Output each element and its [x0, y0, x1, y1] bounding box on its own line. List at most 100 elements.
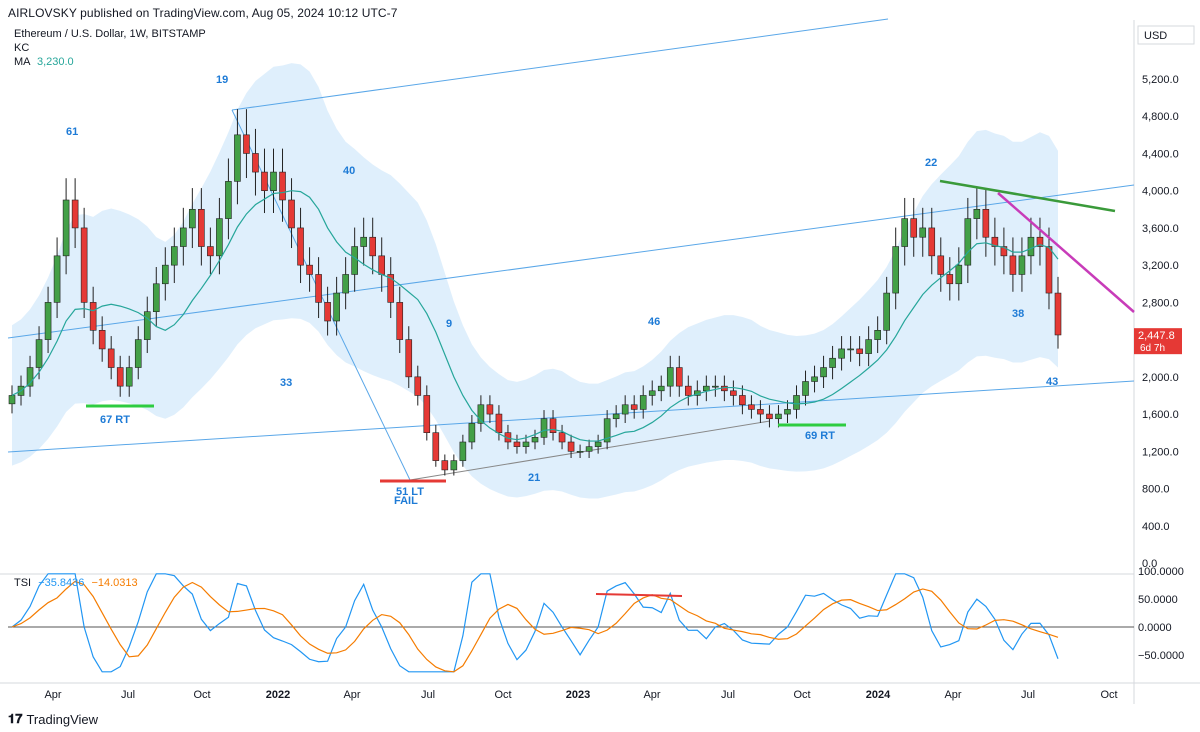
candle — [567, 434, 575, 459]
candle-body — [44, 302, 52, 340]
candle — [883, 276, 890, 345]
candle — [793, 385, 800, 419]
candle-body — [513, 441, 521, 447]
candle-body — [107, 348, 115, 368]
candle-body — [820, 367, 827, 378]
candle-body — [324, 302, 331, 322]
legend-tsi-value2: −14.0313 — [91, 577, 138, 589]
candle — [1000, 227, 1008, 275]
candle-body — [522, 441, 530, 447]
candle-body — [910, 218, 918, 238]
annotation-label: 9 — [446, 318, 452, 330]
tsi-signal-line — [11, 580, 1059, 673]
candle-body — [387, 274, 395, 303]
candle-body — [964, 218, 972, 266]
footer: 𝟏𝟕 TradingView — [8, 711, 98, 727]
candle — [468, 415, 476, 450]
tsi-tick-label: −50.0000 — [1138, 650, 1184, 662]
drawings — [86, 179, 1135, 483]
candlesticks — [8, 109, 1062, 476]
time-tick-label: 2023 — [566, 689, 590, 701]
candle-body — [766, 413, 773, 420]
candle-body — [955, 264, 963, 285]
time-tick-label: Oct — [793, 689, 810, 701]
candle — [811, 365, 818, 393]
candle-body — [252, 153, 259, 173]
candle — [748, 395, 755, 419]
annotation-label: FAIL — [394, 495, 418, 507]
candle — [684, 375, 692, 406]
channel-middle-line — [7, 184, 1135, 339]
currency-label: USD — [1144, 30, 1167, 42]
time-tick-label: Apr — [944, 689, 961, 701]
currency-box — [1137, 25, 1195, 45]
candle-body — [71, 199, 79, 229]
candle-body — [143, 311, 151, 340]
candle-body — [621, 404, 629, 415]
candle — [441, 454, 449, 476]
annotation-label: 69 RT — [805, 430, 835, 442]
candle-body — [198, 209, 205, 247]
candle-body — [576, 451, 584, 453]
annotation-label: 61 — [66, 126, 78, 138]
candle — [540, 410, 548, 445]
candle-body — [459, 441, 467, 461]
candle-body — [666, 367, 674, 387]
candle — [621, 395, 629, 424]
candle — [630, 395, 638, 419]
candle — [865, 326, 872, 367]
moving-average-line — [11, 190, 1059, 442]
price-tick-label: 3,200.0 — [1142, 260, 1179, 272]
candle-body — [243, 134, 250, 154]
candle — [648, 380, 656, 406]
candle-body — [838, 348, 845, 359]
candle-body — [675, 367, 683, 387]
tsi-tick-label: 100.0000 — [1138, 566, 1184, 578]
candle — [946, 257, 954, 301]
candle — [125, 355, 133, 397]
candle-body — [847, 348, 854, 351]
time-tick-label: Oct — [1100, 689, 1117, 701]
time-tick-label: Apr — [343, 689, 360, 701]
candle-body — [369, 236, 376, 257]
candle — [675, 355, 683, 397]
candle — [973, 188, 981, 240]
candle — [89, 286, 97, 345]
candle-body — [432, 432, 440, 461]
price-tick-label: 1,600.0 — [1142, 409, 1179, 421]
candle-body — [297, 227, 304, 266]
candle-body — [919, 227, 927, 238]
price-tick-label: 4,800.0 — [1142, 111, 1179, 123]
candle — [856, 336, 863, 367]
candle-body — [279, 171, 286, 201]
legend-tsi: TSI −35.8436 −14.0313 — [14, 577, 138, 589]
candle — [369, 217, 376, 275]
time-tick-label: 2024 — [866, 689, 891, 701]
pink-trend-line — [997, 192, 1135, 313]
candle-body — [982, 209, 990, 238]
price-tick-label: 400.0 — [1142, 521, 1170, 533]
candle — [838, 336, 845, 371]
last-price-badge — [1134, 328, 1182, 355]
candle — [116, 355, 124, 397]
candle — [279, 148, 286, 222]
candle — [576, 444, 584, 459]
candle — [955, 247, 963, 301]
candle — [901, 197, 909, 266]
candle-body — [639, 395, 647, 410]
candle — [387, 257, 395, 319]
candle — [802, 370, 809, 406]
candle — [134, 326, 142, 380]
candle-body — [26, 367, 34, 387]
candle-body — [703, 385, 710, 392]
candle — [477, 395, 485, 432]
candle-body — [333, 292, 340, 322]
candle-body — [865, 339, 872, 354]
candle — [495, 405, 503, 441]
candle — [712, 375, 719, 397]
candle-body — [234, 134, 241, 182]
candle-body — [874, 330, 881, 340]
candle — [657, 375, 665, 402]
candle-body — [684, 385, 692, 396]
